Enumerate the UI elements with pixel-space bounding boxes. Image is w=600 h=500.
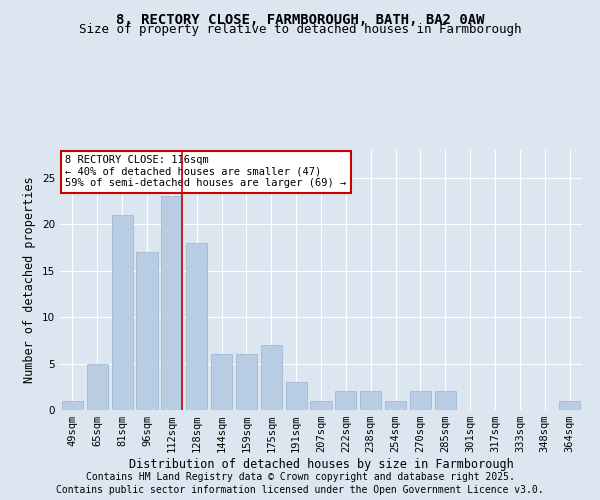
Bar — [435, 392, 456, 410]
Bar — [410, 392, 431, 410]
Text: 8 RECTORY CLOSE: 116sqm
← 40% of detached houses are smaller (47)
59% of semi-de: 8 RECTORY CLOSE: 116sqm ← 40% of detache… — [65, 155, 346, 188]
Bar — [385, 400, 406, 410]
Bar — [112, 215, 133, 410]
Text: Contains public sector information licensed under the Open Government Licence v3: Contains public sector information licen… — [56, 485, 544, 495]
Bar — [360, 392, 381, 410]
Bar — [335, 392, 356, 410]
Bar — [87, 364, 108, 410]
Bar — [286, 382, 307, 410]
Text: Size of property relative to detached houses in Farmborough: Size of property relative to detached ho… — [79, 22, 521, 36]
X-axis label: Distribution of detached houses by size in Farmborough: Distribution of detached houses by size … — [128, 458, 514, 471]
Text: Contains HM Land Registry data © Crown copyright and database right 2025.: Contains HM Land Registry data © Crown c… — [86, 472, 514, 482]
Bar — [186, 243, 207, 410]
Bar — [211, 354, 232, 410]
Bar — [310, 400, 332, 410]
Bar — [136, 252, 158, 410]
Text: 8, RECTORY CLOSE, FARMBOROUGH, BATH, BA2 0AW: 8, RECTORY CLOSE, FARMBOROUGH, BATH, BA2… — [116, 12, 484, 26]
Y-axis label: Number of detached properties: Number of detached properties — [23, 176, 37, 384]
Bar — [161, 196, 182, 410]
Bar — [261, 345, 282, 410]
Bar — [62, 400, 83, 410]
Bar — [559, 400, 580, 410]
Bar — [236, 354, 257, 410]
